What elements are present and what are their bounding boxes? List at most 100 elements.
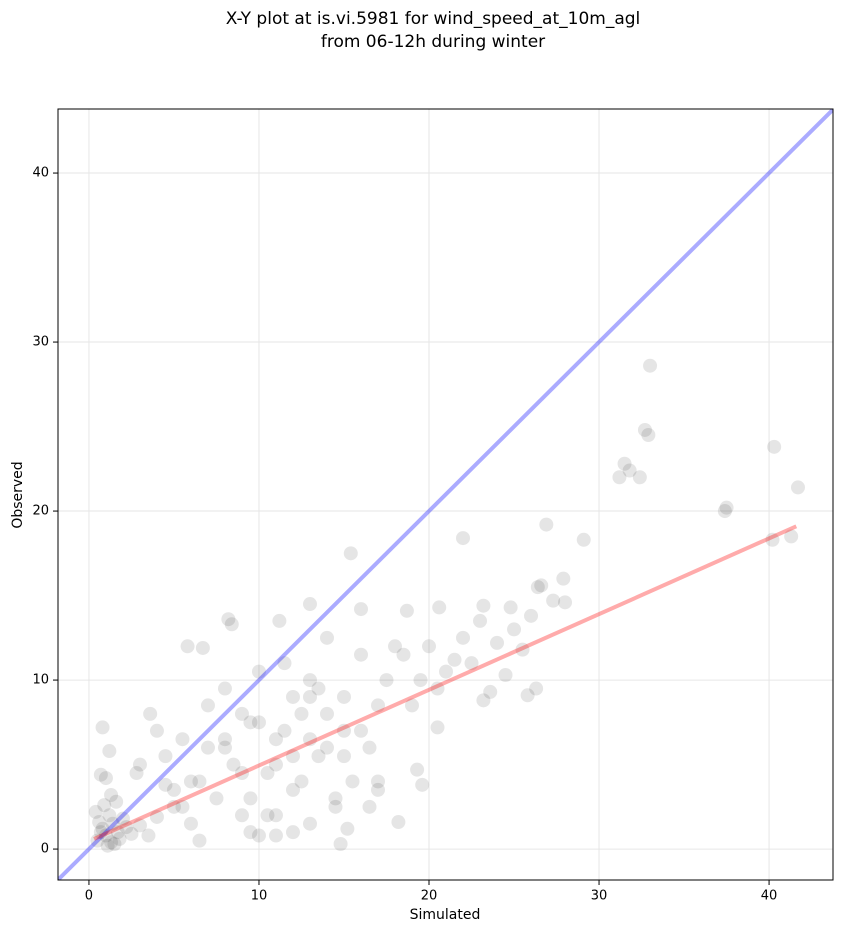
point (251, 664, 266, 679)
point (104, 835, 119, 850)
point (362, 740, 377, 755)
plot-frame (57, 108, 834, 881)
point (149, 809, 164, 824)
points (88, 358, 805, 853)
point (396, 647, 411, 662)
point (302, 673, 317, 688)
point (767, 439, 782, 454)
point (476, 598, 491, 613)
point (456, 630, 471, 645)
point (243, 791, 258, 806)
point (175, 799, 190, 814)
point (641, 428, 656, 443)
point (260, 808, 275, 823)
point (612, 470, 627, 485)
point (302, 732, 317, 747)
point (226, 757, 241, 772)
point (102, 744, 117, 759)
point (319, 706, 334, 721)
point (311, 681, 326, 696)
point (243, 715, 258, 730)
point (234, 808, 249, 823)
point (166, 799, 181, 814)
point (209, 791, 224, 806)
point (388, 639, 403, 654)
point (200, 740, 215, 755)
x-tick-label: 40 (761, 889, 778, 904)
point (507, 622, 522, 637)
point (576, 532, 591, 547)
point (379, 673, 394, 688)
y-axis-label: Observed (10, 461, 26, 528)
point (476, 693, 491, 708)
point (132, 818, 147, 833)
point (490, 635, 505, 650)
point (391, 815, 406, 830)
point (353, 723, 368, 738)
point (217, 740, 232, 755)
point (132, 757, 147, 772)
point (333, 837, 348, 852)
reference-line (93, 524, 798, 841)
point (473, 613, 488, 628)
point (530, 580, 545, 595)
point (277, 656, 292, 671)
point (617, 456, 632, 471)
point (251, 715, 266, 730)
point (149, 723, 164, 738)
point (410, 762, 425, 777)
point (277, 723, 292, 738)
point (143, 706, 158, 721)
point (158, 749, 173, 764)
point (224, 617, 239, 632)
point (345, 774, 360, 789)
point (234, 706, 249, 721)
point (498, 667, 513, 682)
point (546, 593, 561, 608)
point (456, 531, 471, 546)
point (413, 673, 428, 688)
point (195, 640, 210, 655)
point (515, 642, 530, 657)
y-tick-label: 10 (32, 673, 49, 688)
point (192, 833, 207, 848)
point (336, 723, 351, 738)
point (529, 681, 544, 696)
point (166, 782, 181, 797)
point (175, 732, 190, 747)
y-tick-label: 40 (32, 166, 49, 181)
point (483, 684, 498, 699)
point (790, 480, 805, 495)
point (217, 681, 232, 696)
point (268, 828, 283, 843)
chart-title: X-Y plot at is.vi.5981 for wind_speed_at… (226, 9, 641, 29)
point (97, 798, 112, 813)
point (268, 757, 283, 772)
point (336, 689, 351, 704)
point (98, 828, 113, 843)
point (632, 470, 647, 485)
point (343, 546, 358, 561)
x-tick-label: 20 (421, 889, 438, 904)
point (432, 600, 447, 615)
point (234, 766, 249, 781)
point (268, 808, 283, 823)
point (98, 771, 113, 786)
point (422, 639, 437, 654)
point (180, 639, 195, 654)
point (328, 791, 343, 806)
point (109, 794, 124, 809)
point (183, 816, 198, 831)
y-tick-label: 20 (32, 504, 49, 519)
point (319, 630, 334, 645)
point (192, 774, 207, 789)
point (294, 774, 309, 789)
point (268, 732, 283, 747)
point (119, 820, 134, 835)
point (105, 816, 120, 831)
point (129, 766, 144, 781)
point (95, 821, 110, 836)
point (765, 532, 780, 547)
point (430, 681, 445, 696)
point (141, 828, 156, 843)
